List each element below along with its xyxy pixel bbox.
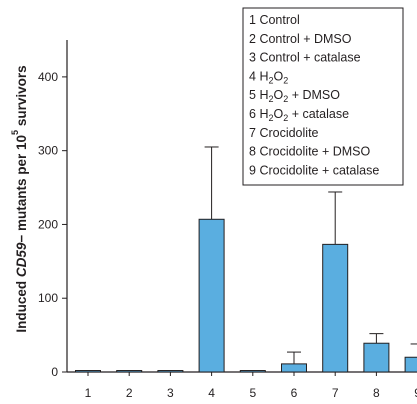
y-axis-label-part3: survivors bbox=[14, 65, 29, 130]
bar-8 bbox=[363, 342, 390, 373]
legend-item-9: 9 Crocidolite + catalase bbox=[249, 163, 379, 177]
y-tick-label: 200 bbox=[38, 217, 58, 231]
x-tick-label: 2 bbox=[126, 386, 133, 400]
x-tick-label: 6 bbox=[291, 386, 298, 400]
y-ticks: 0 100 200 300 400 bbox=[38, 70, 67, 379]
y-tick-label: 400 bbox=[38, 70, 58, 84]
svg-text:Induced CD59− mutants per 105: Induced CD59− mutants per 105 survivors bbox=[10, 65, 28, 332]
legend-item-4: 4 H2O2 bbox=[249, 69, 288, 85]
legend-item-3: 3 Control + catalase bbox=[249, 51, 361, 65]
x-tick-label: 3 bbox=[167, 386, 174, 400]
error-bars bbox=[204, 146, 417, 364]
bar-3 bbox=[157, 370, 184, 373]
y-tick-label: 0 bbox=[51, 365, 58, 379]
bar-4 bbox=[198, 218, 225, 373]
bar-2 bbox=[116, 370, 143, 373]
x-tick-label: 1 bbox=[85, 386, 92, 400]
legend-item-2: 2 Control + DMSO bbox=[249, 32, 352, 46]
legend-item-1: 1 Control bbox=[249, 13, 300, 27]
legend-item-7: 7 Crocidolite bbox=[249, 126, 319, 140]
bar-7 bbox=[322, 243, 349, 373]
y-axis-label-part2: − mutants per 10 bbox=[14, 135, 29, 243]
legend-item-6: 6 H2O2 + catalase bbox=[249, 107, 349, 123]
x-tick-label: 5 bbox=[249, 386, 256, 400]
legend-box bbox=[242, 7, 404, 186]
y-axis-label-exponent: 5 bbox=[10, 130, 20, 135]
x-ticks: 1 2 3 4 5 6 7 8 9 bbox=[85, 372, 417, 400]
legend-item-8: 8 Crocidolite + DMSO bbox=[249, 145, 371, 159]
bar-1 bbox=[75, 370, 101, 373]
legend-item-5: 5 H2O2 + DMSO bbox=[249, 88, 340, 104]
bar-9 bbox=[404, 356, 417, 373]
y-tick-label: 100 bbox=[38, 291, 58, 305]
y-axis-label-gene: CD59 bbox=[14, 242, 29, 277]
y-axis-label-part1: Induced bbox=[14, 277, 29, 333]
x-tick-label: 7 bbox=[332, 386, 339, 400]
y-tick-label: 300 bbox=[38, 144, 58, 158]
x-tick-label: 9 bbox=[414, 386, 417, 400]
bar-5 bbox=[239, 370, 266, 373]
x-tick-label: 8 bbox=[373, 386, 380, 400]
legend: 1 Control 2 Control + DMSO 3 Control + cat… bbox=[242, 7, 404, 186]
y-axis-label: Induced CD59− mutants per 105 survivors bbox=[10, 65, 28, 332]
x-tick-label: 4 bbox=[208, 386, 215, 400]
bars bbox=[75, 218, 417, 373]
bar-6 bbox=[281, 363, 307, 373]
